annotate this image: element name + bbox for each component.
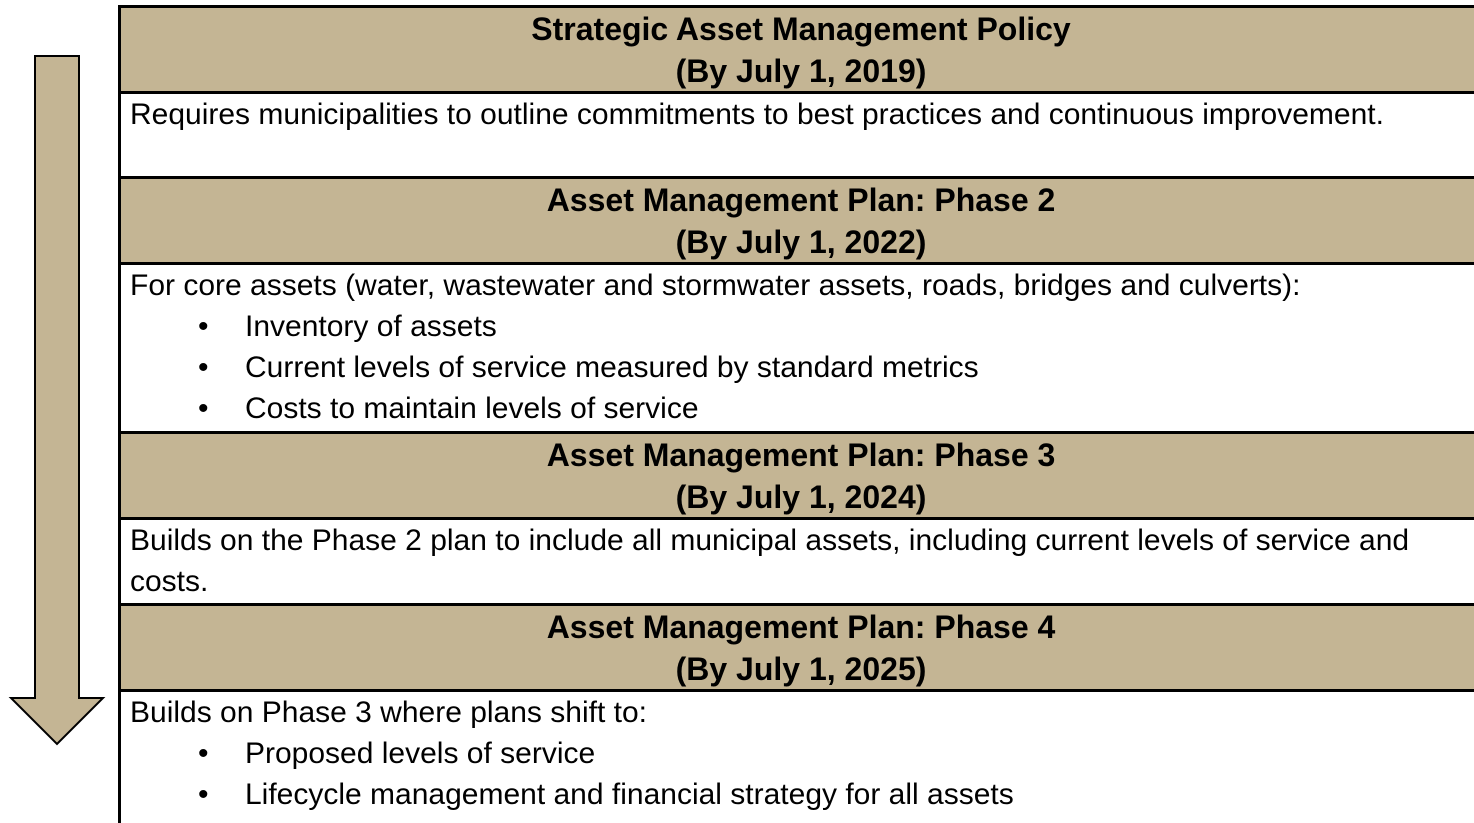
section-description: Builds on Phase 3 where plans shift to: P… (121, 692, 1474, 823)
bullet-item: Costs to maintain levels of service (130, 388, 1474, 429)
bullet-item: Proposed levels of service (130, 733, 1474, 774)
section-title: Asset Management Plan: Phase 4 (546, 609, 1056, 645)
section-header: Asset Management Plan: Phase 2 (By July 1… (121, 179, 1474, 265)
section-title: Strategic Asset Management Policy (531, 11, 1071, 47)
bullet-item: Current levels of service measured by st… (130, 347, 1474, 388)
section-header: Asset Management Plan: Phase 4 (By July 1… (121, 606, 1474, 692)
description-text: Requires municipalities to outline commi… (130, 98, 1384, 131)
section-header: Asset Management Plan: Phase 3 (By July 1… (121, 434, 1474, 520)
section-title: Asset Management Plan: Phase 2 (546, 182, 1056, 218)
section-description: For core assets (water, wastewater and s… (121, 265, 1474, 434)
section-date: (By July 1, 2019) (675, 53, 927, 89)
section-title: Asset Management Plan: Phase 3 (546, 437, 1056, 473)
description-text: For core assets (water, wastewater and s… (130, 269, 1301, 302)
timeline-table: Strategic Asset Management Policy (By Jul… (118, 5, 1474, 823)
description-text: Builds on the Phase 2 plan to include al… (130, 524, 1410, 598)
section-header: Strategic Asset Management Policy (By Jul… (121, 8, 1474, 94)
section-date: (By July 1, 2025) (675, 651, 927, 687)
bullet-item: Lifecycle management and financial strat… (130, 774, 1474, 815)
bullet-item: Inventory of assets (130, 306, 1474, 347)
arrow (8, 55, 106, 746)
section-date: (By July 1, 2024) (675, 479, 927, 515)
section-description: Requires municipalities to outline commi… (121, 94, 1474, 179)
section-date: (By July 1, 2022) (675, 224, 927, 260)
section-description: Builds on the Phase 2 plan to include al… (121, 520, 1474, 606)
description-text: Builds on Phase 3 where plans shift to: (130, 696, 647, 729)
down-arrow (8, 55, 106, 746)
